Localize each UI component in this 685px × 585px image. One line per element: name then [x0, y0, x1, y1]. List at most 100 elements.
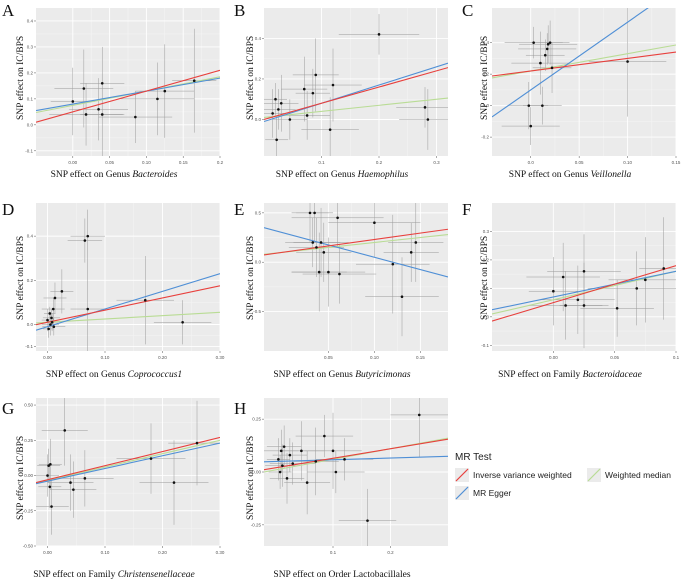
data-point — [552, 289, 555, 293]
data-point — [314, 73, 318, 77]
panel-A: A SNP effect on IC/BPS 0.00 0.05 0.10 0.15 0… — [0, 0, 228, 195]
weighted-median-line — [492, 270, 676, 315]
plot-background — [36, 398, 220, 546]
data-point — [84, 113, 88, 116]
x-tick-label: 0.0 — [528, 160, 535, 165]
ivw-line — [492, 51, 676, 77]
panel-B: B SNP effect on IC/BPS 0.1 0.2 0.3 0.0 0.2 0.… — [228, 0, 456, 195]
plot-area — [36, 8, 220, 156]
data-point — [644, 278, 647, 282]
x-tick-label: 0.05 — [324, 355, 333, 360]
y-tick-label: -0.25 — [23, 508, 34, 513]
data-point — [317, 270, 321, 274]
data-point — [48, 485, 52, 489]
y-tick-label: 0.00 — [252, 470, 261, 475]
scatter-plot: 0.00 0.05 0.1 -0.1 0.0 0.1 0.2 0.3 — [481, 203, 680, 360]
ivw-line — [36, 285, 220, 326]
y-tick-label: -0.1 — [25, 344, 33, 349]
y-tick-label: 0.0 — [255, 260, 262, 265]
data-point — [50, 505, 53, 508]
data-point — [308, 211, 312, 215]
x-tick-label: 0.00 — [68, 160, 77, 165]
x-axis-label-taxon: Butyricimonas — [355, 370, 411, 380]
plot-area — [264, 398, 448, 546]
x-tick-label: 0.1 — [318, 160, 325, 165]
x-axis-label-taxon: Haemophilus — [357, 170, 409, 180]
x-tick-label: 0.30 — [216, 550, 225, 555]
data-point — [46, 318, 49, 322]
legend-key-mr-egger — [455, 486, 469, 500]
y-tick-label: -0.1 — [481, 343, 489, 348]
data-point — [86, 307, 90, 311]
data-point — [576, 298, 580, 302]
data-point — [323, 434, 326, 438]
data-point — [423, 106, 427, 109]
data-point — [331, 449, 335, 453]
data-point — [172, 481, 176, 484]
data-point — [400, 295, 404, 299]
x-axis-label: SNP effect on Genus Bacteroides — [0, 170, 228, 180]
y-tick-label: 0.2 — [483, 72, 490, 77]
y-tick-label: 0.4 — [483, 40, 490, 45]
x-axis-label-text: SNP effect on Genus — [273, 370, 353, 380]
data-point — [548, 41, 552, 44]
weighted-median-line — [36, 439, 220, 484]
x-tick-label: 0.15 — [416, 355, 425, 360]
data-point — [274, 97, 277, 101]
mr-egger-line — [264, 227, 448, 278]
y-tick-label: 0.00 — [24, 473, 33, 478]
data-point — [561, 275, 565, 279]
weighted-median-line — [264, 97, 448, 119]
x-tick-label: 0.00 — [43, 550, 52, 555]
data-point — [278, 470, 282, 474]
data-point — [282, 445, 286, 448]
data-point — [319, 241, 323, 244]
data-point — [60, 290, 64, 293]
data-point — [314, 460, 318, 463]
data-point — [331, 83, 335, 87]
data-point — [281, 464, 284, 467]
data-point — [327, 270, 330, 274]
data-point — [97, 107, 100, 111]
x-tick-label: 0.05 — [575, 160, 584, 165]
data-point — [417, 413, 421, 417]
y-tick-label: -0.1 — [25, 148, 33, 153]
x-axis-label-taxon: Christensenellaceae — [117, 570, 195, 580]
x-axis-label: SNP effect on Family Christensenellaceae — [0, 570, 228, 580]
data-point — [100, 81, 104, 85]
data-point — [134, 115, 137, 119]
plot-background — [36, 203, 220, 351]
legend: MR Test Inverse variance weighted Weight… — [445, 448, 680, 508]
x-tick-label: 0.1 — [330, 550, 337, 555]
data-point — [564, 304, 567, 307]
y-tick-label: 0.4 — [255, 36, 262, 41]
data-point — [275, 138, 278, 142]
y-tick-label: 0.4 — [27, 234, 34, 239]
mr-egger-line — [492, 270, 676, 311]
data-point — [527, 104, 531, 107]
panel-D: D SNP effect on IC/BPS 0.00 0.10 0.20 0.30-… — [0, 195, 228, 390]
data-point — [328, 128, 332, 131]
mr-egger-line — [36, 273, 220, 331]
y-tick-label: -0.5 — [253, 309, 261, 314]
y-tick-label: 0.2 — [255, 76, 262, 81]
plot-area — [264, 203, 448, 351]
data-point — [300, 449, 303, 453]
data-point — [49, 323, 52, 326]
y-tick-label: 0.2 — [27, 70, 34, 75]
mr-egger-line — [492, 8, 649, 118]
data-point — [277, 458, 280, 461]
data-point — [291, 462, 295, 465]
data-point — [63, 429, 67, 432]
panel-H: H SNP effect on IC/BPS 0.1 0.2 -0.25 0.00 0.… — [228, 390, 456, 585]
data-point — [546, 42, 550, 46]
x-axis-label-text: SNP effect on Family — [33, 570, 116, 580]
legend-key-ivw — [455, 468, 469, 482]
data-point — [302, 87, 306, 91]
data-point — [635, 287, 639, 290]
panel-letter: C — [462, 1, 474, 20]
data-point — [338, 272, 341, 276]
x-axis-label: SNP effect on Genus Veillonella — [456, 170, 684, 180]
legend-label-weighted-median: Weighted median — [605, 470, 671, 480]
panel-letter: B — [234, 1, 246, 20]
